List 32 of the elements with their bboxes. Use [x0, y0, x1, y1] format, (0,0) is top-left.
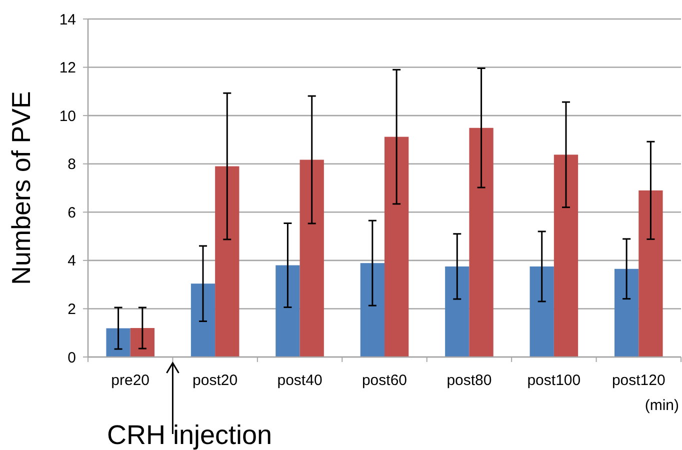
bar	[638, 190, 663, 357]
y-tick-label: 8	[68, 156, 76, 174]
bar	[469, 128, 494, 357]
y-tick-label: 14	[59, 11, 76, 28]
x-tick-label: post100	[527, 372, 581, 389]
x-tick-label: post120	[612, 372, 666, 389]
bar	[530, 266, 554, 357]
text: CRH injection	[107, 420, 272, 450]
x-tick-label: post80	[446, 372, 492, 389]
x-axis-title: (min)	[644, 397, 679, 414]
y-tick-label: 10	[59, 108, 76, 125]
bar	[384, 136, 409, 357]
bar	[276, 265, 300, 357]
y-tick-label: 0	[68, 349, 76, 366]
y-tick-label: 2	[68, 300, 76, 318]
bar	[106, 328, 130, 357]
x-tick-label: post60	[362, 372, 408, 389]
bar	[554, 154, 578, 357]
bar	[300, 160, 324, 357]
x-tick-label: post40	[277, 372, 322, 389]
x-tick-label: pre20	[111, 372, 150, 389]
bar	[130, 328, 154, 357]
y-tick-label: 4	[68, 252, 76, 270]
y-tick-label: 12	[59, 60, 76, 77]
y-axis-title: Numbers of PVE	[6, 91, 36, 285]
bar	[215, 166, 240, 357]
bar	[190, 284, 216, 357]
x-tick-label: post20	[192, 372, 238, 389]
bar	[614, 268, 639, 357]
bar	[445, 266, 470, 357]
y-tick-label: 6	[68, 204, 76, 222]
bar	[360, 263, 384, 357]
